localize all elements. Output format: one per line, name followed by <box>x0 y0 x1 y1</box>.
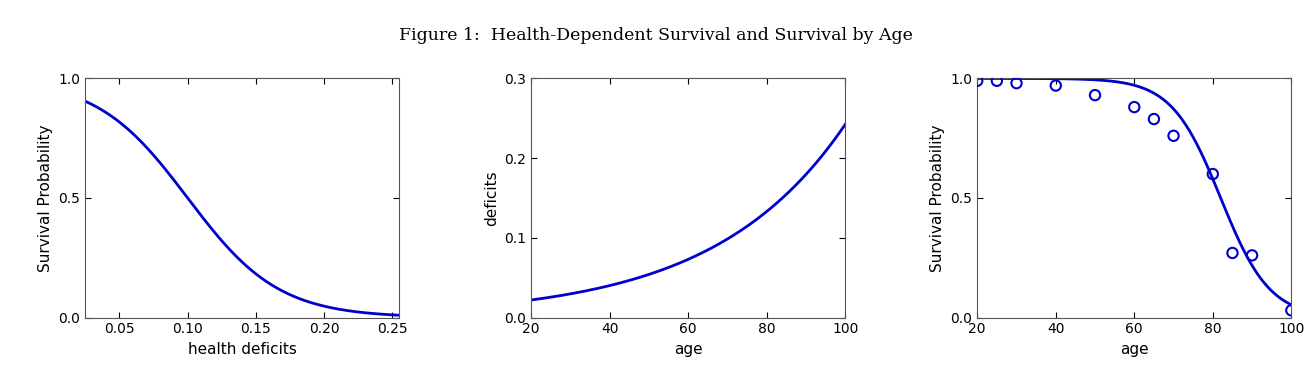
Y-axis label: Survival Probability: Survival Probability <box>929 124 945 272</box>
Y-axis label: Survival Probability: Survival Probability <box>38 124 52 272</box>
Point <box>986 78 1007 84</box>
Point <box>1222 250 1243 256</box>
Point <box>1202 171 1223 177</box>
X-axis label: age: age <box>674 342 703 357</box>
Point <box>1242 252 1262 258</box>
Point <box>1281 307 1302 314</box>
Point <box>1124 104 1145 110</box>
Text: Figure 1:  Health-Dependent Survival and Survival by Age: Figure 1: Health-Dependent Survival and … <box>399 27 912 44</box>
Point <box>1006 80 1027 86</box>
Point <box>1143 116 1164 122</box>
Point <box>1045 82 1066 89</box>
X-axis label: health deficits: health deficits <box>187 342 296 357</box>
Point <box>1084 92 1105 98</box>
Point <box>1163 132 1184 139</box>
Point <box>966 78 987 84</box>
Y-axis label: deficits: deficits <box>484 170 498 226</box>
X-axis label: age: age <box>1120 342 1148 357</box>
